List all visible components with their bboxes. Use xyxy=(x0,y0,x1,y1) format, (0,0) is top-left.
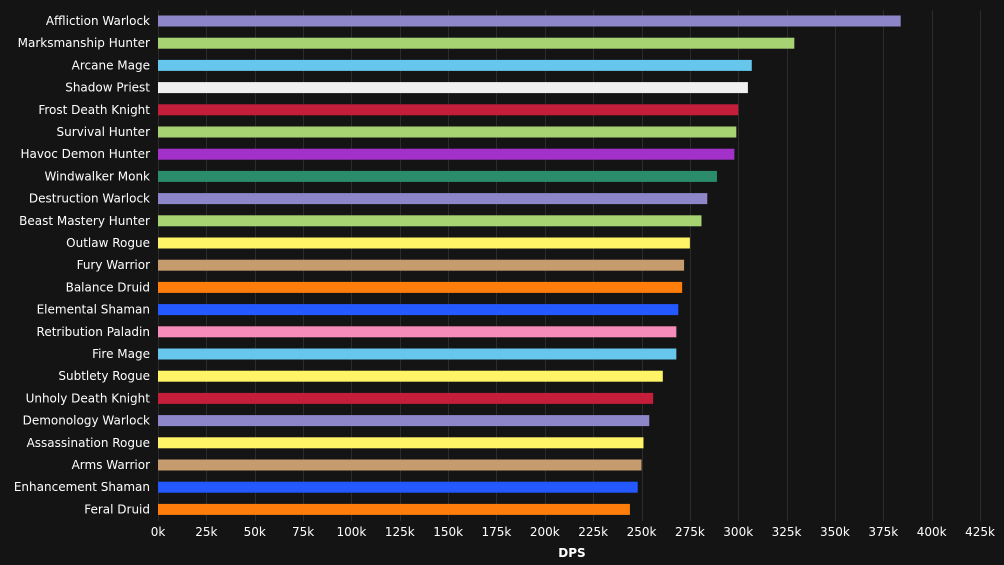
x-tick-label: 50k xyxy=(244,525,266,539)
category-label: Windwalker Monk xyxy=(44,169,150,183)
category-label: Fire Mage xyxy=(92,347,150,361)
bar[interactable] xyxy=(158,415,650,427)
bar[interactable] xyxy=(158,437,644,449)
x-axis-title: DPS xyxy=(558,546,585,560)
bar[interactable] xyxy=(158,304,679,316)
x-tick-label: 400k xyxy=(917,525,947,539)
bar[interactable] xyxy=(158,326,677,338)
x-tick-label: 350k xyxy=(820,525,850,539)
x-tick-label: 325k xyxy=(772,525,802,539)
category-label: Shadow Priest xyxy=(65,81,150,95)
bar[interactable] xyxy=(158,481,638,493)
x-tick-label: 225k xyxy=(578,525,608,539)
bar[interactable] xyxy=(158,15,901,27)
x-tick-label: 250k xyxy=(627,525,657,539)
bar[interactable] xyxy=(158,370,663,382)
x-tick-label: 100k xyxy=(336,525,366,539)
bar[interactable] xyxy=(158,126,737,138)
category-label: Assassination Rogue xyxy=(27,436,150,450)
bar[interactable] xyxy=(158,259,685,271)
bar[interactable] xyxy=(158,459,642,471)
bar[interactable] xyxy=(158,37,795,49)
x-tick-labels: 0k 25k 50k 75k 100k 125k 150k 175k 200k 225k 250k 2… xyxy=(151,525,995,539)
category-label: Elemental Shaman xyxy=(37,303,150,317)
category-label: Retribution Paladin xyxy=(37,325,150,339)
x-tick-label: 25k xyxy=(195,525,217,539)
category-label: Subtlety Rogue xyxy=(58,369,150,383)
category-label: Survival Hunter xyxy=(57,125,151,139)
bar[interactable] xyxy=(158,82,748,94)
bars xyxy=(158,15,901,515)
category-labels: Affliction Warlock Marksmanship Hunter Arc… xyxy=(14,14,150,516)
category-label: Outlaw Rogue xyxy=(66,236,150,250)
x-tick-label: 200k xyxy=(530,525,560,539)
category-label: Marksmanship Hunter xyxy=(18,36,150,50)
category-label: Affliction Warlock xyxy=(46,14,150,28)
category-label: Balance Druid xyxy=(66,280,150,294)
category-label: Fury Warrior xyxy=(77,258,150,272)
category-label: Enhancement Shaman xyxy=(14,480,150,494)
category-label: Destruction Warlock xyxy=(29,192,150,206)
bar[interactable] xyxy=(158,104,739,116)
bar[interactable] xyxy=(158,281,683,293)
category-label: Beast Mastery Hunter xyxy=(19,214,150,228)
x-tick-label: 275k xyxy=(675,525,705,539)
category-label: Frost Death Knight xyxy=(38,103,150,117)
bar[interactable] xyxy=(158,193,708,205)
bar[interactable] xyxy=(158,392,654,404)
category-label: Unholy Death Knight xyxy=(26,391,151,405)
bar[interactable] xyxy=(158,348,677,360)
x-tick-label: 375k xyxy=(868,525,898,539)
bar[interactable] xyxy=(158,215,702,227)
x-tick-label: 175k xyxy=(482,525,512,539)
x-tick-label: 125k xyxy=(385,525,415,539)
category-label: Feral Druid xyxy=(84,502,150,516)
bar[interactable] xyxy=(158,237,690,249)
grid-lines xyxy=(158,10,981,521)
x-tick-label: 425k xyxy=(965,525,995,539)
bar[interactable] xyxy=(158,59,752,71)
category-label: Arcane Mage xyxy=(72,58,150,72)
x-tick-label: 150k xyxy=(433,525,463,539)
x-tick-label: 75k xyxy=(292,525,314,539)
bar[interactable] xyxy=(158,148,735,160)
bar[interactable] xyxy=(158,503,630,515)
bar[interactable] xyxy=(158,170,717,182)
x-tick-label: 0k xyxy=(151,525,166,539)
category-label: Arms Warrior xyxy=(72,458,150,472)
category-label: Havoc Demon Hunter xyxy=(20,147,150,161)
x-tick-label: 300k xyxy=(723,525,753,539)
category-label: Demonology Warlock xyxy=(23,414,150,428)
